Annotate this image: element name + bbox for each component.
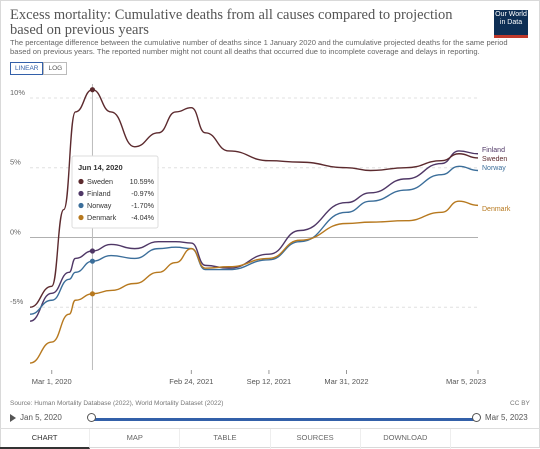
data-point-finland [89,248,96,254]
line-label-finland: Finland [482,147,505,154]
tab-map[interactable]: MAP [90,429,181,449]
chart-subtitle: The percentage difference between the cu… [10,38,508,56]
tooltip-layer: Jun 14, 2020 Sweden 10.59% Finland -0.97% Nor… [71,155,159,229]
log-scale-button[interactable]: LOG [43,62,68,75]
source-note: Source: Human Mortality Database (2022),… [10,400,224,407]
series-line-finland [29,150,479,322]
x-tick-label: Mar 5, 2023 [446,377,486,386]
tab-sources[interactable]: SOURCES [271,429,361,449]
line-label-norway: Norway [482,165,506,172]
tooltip-value: -0.97% [131,189,154,198]
timeline-end-handle[interactable] [472,413,481,422]
data-point-norway [89,258,96,264]
y-tick-label: -5% [10,297,24,306]
tab-download[interactable]: DOWNLOAD [361,429,451,449]
tooltip-country: Norway [87,201,112,210]
tooltip-swatch [78,202,84,209]
tab-chart[interactable]: CHART [0,429,91,449]
chart-title: Excess mortality: Cumulative deaths from… [10,7,453,38]
tooltip-country: Finland [87,189,111,198]
timeline-end-label: Mar 5, 2023 [485,413,528,422]
series-line-denmark [29,200,479,364]
tooltip-box [71,155,159,229]
data-point-sweden [89,87,96,93]
scale-toggle: LINEAR LOG [10,62,68,75]
y-tick-label: 0% [10,227,21,236]
tooltip-date: Jun 14, 2020 [78,163,123,172]
line-label-sweden: Sweden [482,156,507,163]
lines-layer [29,87,479,364]
play-icon[interactable] [10,414,16,422]
tab-bar: CHART MAP TABLE SOURCES DOWNLOAD [0,428,540,449]
logo-line2: in Data [499,19,523,26]
tooltip-value: -4.04% [131,213,154,222]
tooltip-swatch [78,178,84,185]
series-line-sweden [29,89,479,308]
tab-table[interactable]: TABLE [180,429,271,449]
x-tick-label: Mar 1, 2020 [32,377,72,386]
license-link[interactable]: CC BY [510,400,530,407]
grid-layer: 10% 5% 0% -5% Mar 1, 2020 Feb 24, 2021 Sep 12,… [10,88,486,386]
x-tick-label: Feb 24, 2021 [169,377,213,386]
timeline: Jan 5, 2020 Mar 5, 2023 [0,410,540,428]
y-tick-label: 10% [10,88,25,97]
tab-share[interactable] [451,429,540,449]
linear-scale-button[interactable]: LINEAR [10,62,44,75]
owid-logo[interactable]: Our World in Data [494,10,528,38]
tooltip-value: 10.59% [130,177,155,186]
x-tick-label: Sep 12, 2021 [247,377,292,386]
tooltip-value: -1.70% [131,201,154,210]
data-point-denmark [89,291,96,297]
tooltip-swatch [78,214,84,221]
timeline-start-label: Jan 5, 2020 [20,413,62,422]
labels-layer: Finland Sweden Norway Denmark [482,147,511,213]
line-chart[interactable]: 10% 5% 0% -5% Mar 1, 2020 Feb 24, 2021 Sep 12,… [0,76,540,398]
x-tick-label: Mar 31, 2022 [324,377,368,386]
tooltip-country: Denmark [87,213,117,222]
tooltip-swatch [78,190,84,197]
logo-line1: Our World [495,11,527,18]
y-tick-label: 5% [10,158,21,167]
tooltip-country: Sweden [87,177,113,186]
line-label-denmark: Denmark [482,206,511,213]
timeline-start-handle[interactable] [87,413,96,422]
timeline-track[interactable] [90,418,476,421]
